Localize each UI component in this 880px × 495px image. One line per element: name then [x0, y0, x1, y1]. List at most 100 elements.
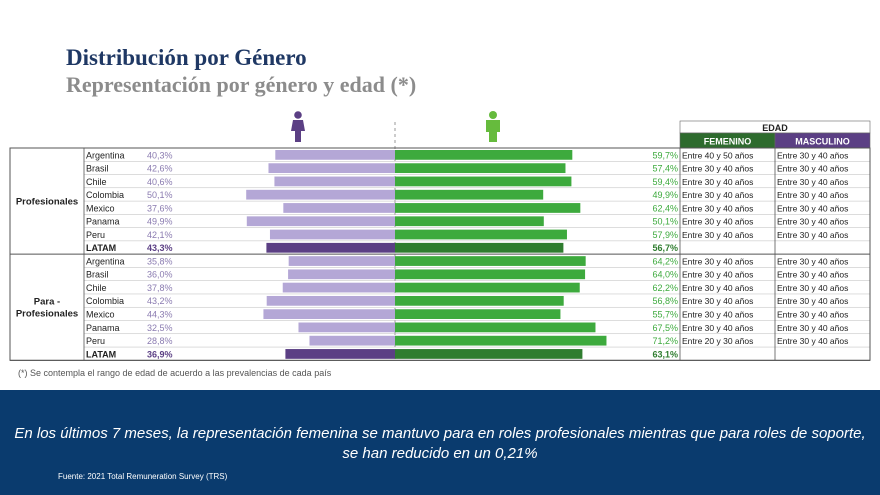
gender-distribution-chart: EDAD FEMENINO MASCULINO Profesionales Argent…: [9, 111, 871, 361]
age-male-cell: Entre 30 y 40 años: [777, 190, 848, 200]
male-bar: [395, 295, 564, 306]
age-male-cell: Entre 30 y 40 años: [777, 296, 848, 306]
male-pct-label: 67,5%: [652, 323, 678, 333]
female-pct-label: 49,9%: [147, 217, 173, 227]
country-label: Mexico: [86, 310, 115, 320]
female-bar: [283, 203, 395, 213]
age-female-cell: Entre 30 y 40 años: [682, 323, 753, 333]
group-label: Para -: [34, 297, 60, 308]
country-label: Peru: [86, 336, 105, 346]
age-female-cell: Entre 40 y 50 años: [682, 150, 753, 160]
country-label: Argentina: [86, 150, 125, 160]
male-pct-label: 49,9%: [652, 190, 678, 200]
age-female-cell: Entre 30 y 40 años: [682, 230, 753, 240]
age-male-cell: Entre 30 y 40 años: [777, 336, 848, 346]
female-pct-label: 42,6%: [147, 164, 173, 174]
female-pct-label: 43,3%: [147, 243, 173, 253]
country-label: Argentina: [86, 256, 125, 266]
age-female-cell: Entre 30 y 40 años: [682, 270, 753, 280]
female-bar: [288, 256, 395, 266]
male-bar: [395, 163, 566, 174]
female-pct-label: 43,2%: [147, 296, 173, 306]
age-female-cell: Entre 30 y 40 años: [682, 310, 753, 320]
country-label: Brasil: [86, 164, 109, 174]
male-pct-label: 57,9%: [652, 230, 678, 240]
female-bar: [266, 242, 395, 253]
male-pct-label: 56,8%: [652, 296, 678, 306]
female-bar: [263, 309, 395, 320]
summary-text: En los últimos 7 meses, la representació…: [14, 425, 866, 462]
female-bar: [288, 269, 395, 280]
age-male-cell: Entre 30 y 40 años: [777, 177, 848, 187]
age-female-cell: Entre 30 y 40 años: [682, 190, 753, 200]
female-bar: [269, 229, 395, 240]
age-female-cell: Entre 30 y 40 años: [682, 283, 753, 293]
age-male-cell: Entre 30 y 40 años: [777, 217, 848, 227]
female-pct-label: 36,9%: [147, 349, 173, 359]
country-label: Colombia: [86, 296, 124, 306]
female-pct-label: 36,0%: [147, 270, 173, 280]
male-pct-label: 57,4%: [652, 164, 678, 174]
age-female-cell: Entre 30 y 40 años: [682, 256, 753, 266]
age-female-cell: Entre 30 y 40 años: [682, 217, 753, 227]
country-label: Brasil: [86, 270, 109, 280]
female-pct-label: 40,6%: [147, 177, 173, 187]
age-male-cell: Entre 30 y 40 años: [777, 283, 848, 293]
female-pct-label: 35,8%: [147, 256, 173, 266]
male-pct-label: 59,4%: [652, 177, 678, 187]
summary-banner: [0, 390, 880, 495]
age-male-cell: Entre 30 y 40 años: [777, 230, 848, 240]
male-bar: [395, 349, 583, 359]
female-bar: [274, 176, 395, 187]
country-label: Panama: [86, 323, 120, 333]
male-pct-label: 64,2%: [652, 256, 678, 266]
female-pct-label: 40,3%: [147, 150, 173, 160]
female-pct-label: 50,1%: [147, 190, 173, 200]
male-pct-label: 62,2%: [652, 283, 678, 293]
female-bar: [246, 216, 395, 227]
age-female-cell: Entre 30 y 40 años: [682, 296, 753, 306]
female-pct-label: 32,5%: [147, 323, 173, 333]
age-male-cell: Entre 30 y 40 años: [777, 150, 848, 160]
female-pct-label: 44,3%: [147, 310, 173, 320]
male-bar: [395, 176, 572, 187]
age-female-cell: Entre 30 y 40 años: [682, 164, 753, 174]
male-bar: [395, 269, 586, 280]
female-pct-label: 37,6%: [147, 203, 173, 213]
edad-header: EDAD: [762, 123, 788, 133]
age-female-cell: Entre 20 y 30 años: [682, 336, 753, 346]
country-label: Mexico: [86, 203, 115, 213]
age-male-cell: Entre 30 y 40 años: [777, 323, 848, 333]
female-pct-label: 37,8%: [147, 283, 173, 293]
female-bar: [298, 322, 395, 333]
male-pct-label: 59,7%: [652, 150, 678, 160]
page-subtitle: Representación por género y edad (*): [66, 72, 417, 97]
age-male-cell: Entre 30 y 40 años: [777, 203, 848, 213]
male-bar: [395, 216, 544, 227]
age-male-cell: Entre 30 y 40 años: [777, 270, 848, 280]
male-bar: [395, 189, 544, 200]
man-icon: [486, 111, 500, 142]
country-label: LATAM: [86, 243, 116, 253]
male-pct-label: 63,1%: [652, 349, 678, 359]
country-label: Peru: [86, 230, 105, 240]
footnote: (*) Se contempla el rango de edad de acu…: [18, 368, 332, 378]
male-pct-label: 50,1%: [652, 217, 678, 227]
female-pct-label: 42,1%: [147, 230, 173, 240]
male-bar: [395, 335, 607, 346]
male-pct-label: 55,7%: [652, 310, 678, 320]
group-label: Profesionales: [16, 197, 78, 208]
male-bar: [395, 150, 573, 160]
age-male-cell: Entre 30 y 40 años: [777, 164, 848, 174]
female-bar: [268, 163, 395, 174]
male-pct-label: 62,4%: [652, 203, 678, 213]
female-bar: [246, 189, 395, 200]
age-male-cell: Entre 30 y 40 años: [777, 256, 848, 266]
page-title: Distribución por Género: [66, 45, 307, 70]
edad-col-female: FEMENINO: [704, 137, 752, 147]
group-label: Profesionales: [16, 309, 78, 320]
female-bar: [285, 349, 395, 359]
male-bar: [395, 309, 561, 320]
male-bar: [395, 203, 581, 213]
source-note: Fuente: 2021 Total Remuneration Survey (…: [58, 472, 228, 481]
